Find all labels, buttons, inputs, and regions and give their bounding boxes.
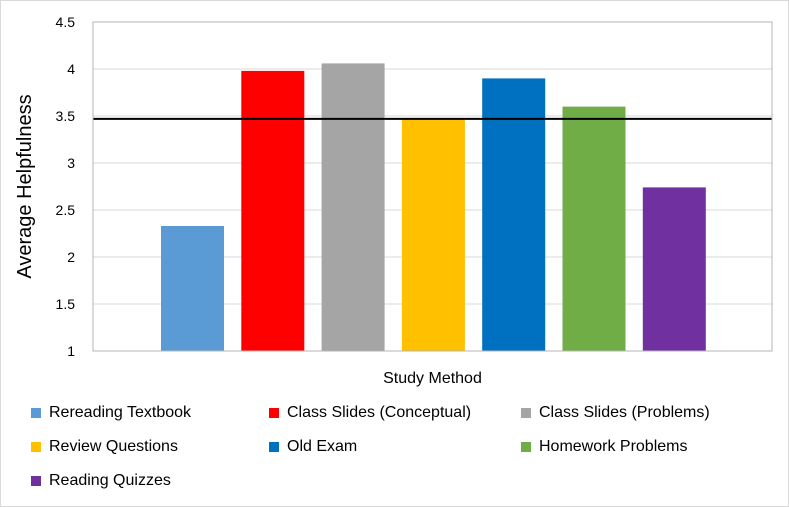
bar-old-exam	[482, 78, 546, 352]
legend: Rereading Textbook Class Slides (Conceptu…	[31, 399, 771, 499]
bar-homework-problems	[562, 106, 626, 351]
bars	[161, 63, 706, 352]
legend-item: Old Exam	[269, 435, 357, 459]
legend-label: Homework Problems	[539, 438, 688, 455]
legend-item: Class Slides (Problems)	[521, 401, 710, 425]
bar-class-slides-conceptual	[241, 70, 305, 352]
bar-review-questions	[401, 118, 465, 351]
legend-label: Reading Quizzes	[49, 472, 171, 489]
legend-item: Class Slides (Conceptual)	[269, 401, 471, 425]
legend-label: Rereading Textbook	[49, 404, 192, 421]
legend-item: Rereading Textbook	[31, 401, 191, 425]
y-tick-label: 1.5	[56, 296, 76, 312]
legend-swatch	[521, 408, 531, 418]
legend-swatch	[269, 442, 279, 452]
y-tick-label: 1	[67, 343, 75, 359]
legend-item: Homework Problems	[521, 435, 687, 459]
y-tick-label: 4.5	[56, 14, 76, 30]
legend-swatch	[31, 408, 41, 418]
legend-item: Reading Quizzes	[31, 469, 171, 493]
chart-plot: 1 1.5 2 2.5 3 3.5 4 4.5 Average Helpfulness Stu…	[14, 14, 773, 387]
plot-area-border	[92, 21, 773, 352]
legend-label: Old Exam	[287, 438, 358, 455]
legend-label: Review Questions	[49, 438, 178, 455]
bar-reading-quizzes	[642, 187, 706, 351]
bar-rereading-textbook	[161, 226, 224, 351]
y-axis-title: Average Helpfulness	[14, 94, 36, 278]
y-tick-label: 3.5	[56, 108, 76, 124]
y-tick-labels: 1 1.5 2 2.5 3 3.5 4 4.5	[56, 14, 76, 359]
legend-swatch	[521, 442, 531, 452]
bar-class-slides-problems	[321, 63, 385, 352]
y-tick-label: 2.5	[56, 202, 76, 218]
y-tick-label: 3	[67, 155, 75, 171]
y-tick-label: 4	[67, 61, 75, 77]
legend-swatch	[31, 442, 41, 452]
x-axis-title: Study Method	[383, 370, 482, 387]
y-tick-label: 2	[67, 249, 75, 265]
legend-item: Review Questions	[31, 435, 178, 459]
legend-label: Class Slides (Conceptual)	[287, 404, 472, 421]
legend-swatch	[31, 476, 41, 486]
legend-swatch	[269, 408, 279, 418]
legend-label: Class Slides (Problems)	[539, 404, 710, 421]
